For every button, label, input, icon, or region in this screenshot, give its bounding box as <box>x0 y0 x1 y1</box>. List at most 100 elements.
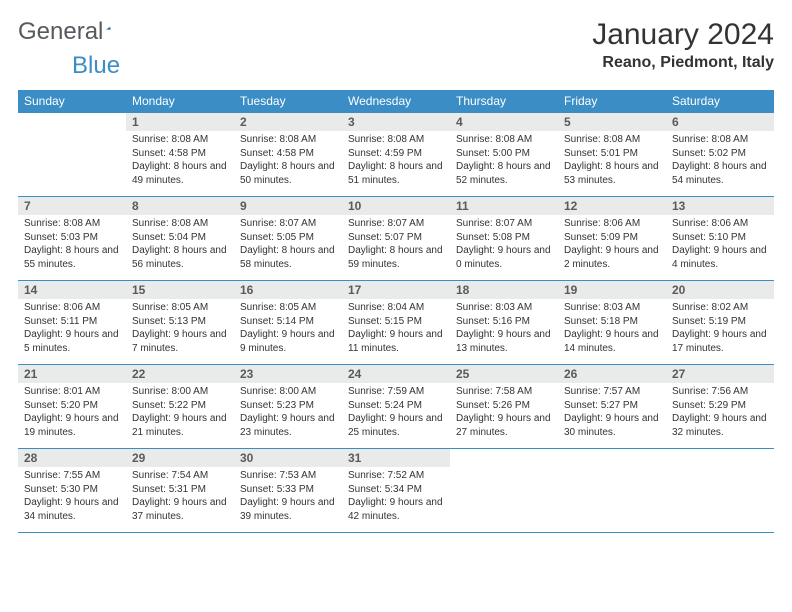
calendar-cell: 9Sunrise: 8:07 AMSunset: 5:05 PMDaylight… <box>234 197 342 281</box>
calendar-cell: 5Sunrise: 8:08 AMSunset: 5:01 PMDaylight… <box>558 113 666 197</box>
calendar-cell: .. <box>450 449 558 533</box>
day-data: Sunrise: 8:08 AMSunset: 4:58 PMDaylight:… <box>126 131 234 189</box>
day-number: 29 <box>126 449 234 467</box>
calendar-cell: 31Sunrise: 7:52 AMSunset: 5:34 PMDayligh… <box>342 449 450 533</box>
calendar-cell: .. <box>666 449 774 533</box>
logo-word1: General <box>18 18 103 46</box>
day-number: 20 <box>666 281 774 299</box>
day-data: Sunrise: 8:03 AMSunset: 5:16 PMDaylight:… <box>450 299 558 357</box>
day-number: 31 <box>342 449 450 467</box>
day-number: 22 <box>126 365 234 383</box>
day-data: Sunrise: 8:05 AMSunset: 5:13 PMDaylight:… <box>126 299 234 357</box>
day-number: 19 <box>558 281 666 299</box>
calendar-cell: 2Sunrise: 8:08 AMSunset: 4:58 PMDaylight… <box>234 113 342 197</box>
location: Reano, Piedmont, Italy <box>592 54 774 72</box>
calendar-cell: 19Sunrise: 8:03 AMSunset: 5:18 PMDayligh… <box>558 281 666 365</box>
month-title: January 2024 <box>592 18 774 52</box>
day-data: Sunrise: 8:08 AMSunset: 5:04 PMDaylight:… <box>126 215 234 273</box>
day-number: 3 <box>342 113 450 131</box>
day-data: Sunrise: 8:00 AMSunset: 5:22 PMDaylight:… <box>126 383 234 441</box>
calendar-row: ..1Sunrise: 8:08 AMSunset: 4:58 PMDaylig… <box>18 113 774 197</box>
calendar-row: 21Sunrise: 8:01 AMSunset: 5:20 PMDayligh… <box>18 365 774 449</box>
day-number: 4 <box>450 113 558 131</box>
day-data: Sunrise: 8:01 AMSunset: 5:20 PMDaylight:… <box>18 383 126 441</box>
day-data: Sunrise: 8:08 AMSunset: 5:00 PMDaylight:… <box>450 131 558 189</box>
day-header: Saturday <box>666 90 774 113</box>
calendar-cell: 8Sunrise: 8:08 AMSunset: 5:04 PMDaylight… <box>126 197 234 281</box>
day-number: 21 <box>18 365 126 383</box>
day-data: Sunrise: 7:54 AMSunset: 5:31 PMDaylight:… <box>126 467 234 525</box>
day-data: Sunrise: 8:05 AMSunset: 5:14 PMDaylight:… <box>234 299 342 357</box>
day-data: Sunrise: 8:02 AMSunset: 5:19 PMDaylight:… <box>666 299 774 357</box>
calendar-cell: 24Sunrise: 7:59 AMSunset: 5:24 PMDayligh… <box>342 365 450 449</box>
day-data: Sunrise: 7:52 AMSunset: 5:34 PMDaylight:… <box>342 467 450 525</box>
day-data: Sunrise: 8:07 AMSunset: 5:05 PMDaylight:… <box>234 215 342 273</box>
day-data: Sunrise: 8:07 AMSunset: 5:07 PMDaylight:… <box>342 215 450 273</box>
calendar-cell: 3Sunrise: 8:08 AMSunset: 4:59 PMDaylight… <box>342 113 450 197</box>
day-number: 27 <box>666 365 774 383</box>
day-number: 24 <box>342 365 450 383</box>
title-block: January 2024 Reano, Piedmont, Italy <box>592 18 774 72</box>
day-number: 18 <box>450 281 558 299</box>
day-number: 25 <box>450 365 558 383</box>
day-number: 10 <box>342 197 450 215</box>
calendar-cell: 17Sunrise: 8:04 AMSunset: 5:15 PMDayligh… <box>342 281 450 365</box>
calendar-cell: .. <box>18 113 126 197</box>
day-data: Sunrise: 8:08 AMSunset: 5:03 PMDaylight:… <box>18 215 126 273</box>
day-number: 5 <box>558 113 666 131</box>
day-number: 2 <box>234 113 342 131</box>
calendar-cell: 10Sunrise: 8:07 AMSunset: 5:07 PMDayligh… <box>342 197 450 281</box>
calendar-cell: 4Sunrise: 8:08 AMSunset: 5:00 PMDaylight… <box>450 113 558 197</box>
day-number: 13 <box>666 197 774 215</box>
day-data: Sunrise: 8:06 AMSunset: 5:10 PMDaylight:… <box>666 215 774 273</box>
calendar-table: Sunday Monday Tuesday Wednesday Thursday… <box>18 90 774 533</box>
day-data: Sunrise: 8:07 AMSunset: 5:08 PMDaylight:… <box>450 215 558 273</box>
day-number: 7 <box>18 197 126 215</box>
day-data: Sunrise: 8:08 AMSunset: 4:58 PMDaylight:… <box>234 131 342 189</box>
day-number: 23 <box>234 365 342 383</box>
calendar-cell: 14Sunrise: 8:06 AMSunset: 5:11 PMDayligh… <box>18 281 126 365</box>
calendar-cell: .. <box>558 449 666 533</box>
day-number: 17 <box>342 281 450 299</box>
calendar-cell: 20Sunrise: 8:02 AMSunset: 5:19 PMDayligh… <box>666 281 774 365</box>
day-number: 28 <box>18 449 126 467</box>
logo: General <box>18 18 132 46</box>
day-data: Sunrise: 8:08 AMSunset: 4:59 PMDaylight:… <box>342 131 450 189</box>
logo-word2: Blue <box>72 52 120 80</box>
day-header: Wednesday <box>342 90 450 113</box>
calendar-cell: 23Sunrise: 8:00 AMSunset: 5:23 PMDayligh… <box>234 365 342 449</box>
calendar-cell: 27Sunrise: 7:56 AMSunset: 5:29 PMDayligh… <box>666 365 774 449</box>
day-data: Sunrise: 7:53 AMSunset: 5:33 PMDaylight:… <box>234 467 342 525</box>
day-header: Thursday <box>450 90 558 113</box>
day-number: 1 <box>126 113 234 131</box>
calendar-cell: 11Sunrise: 8:07 AMSunset: 5:08 PMDayligh… <box>450 197 558 281</box>
day-header: Friday <box>558 90 666 113</box>
calendar-cell: 7Sunrise: 8:08 AMSunset: 5:03 PMDaylight… <box>18 197 126 281</box>
day-data: Sunrise: 8:06 AMSunset: 5:11 PMDaylight:… <box>18 299 126 357</box>
day-data: Sunrise: 8:08 AMSunset: 5:02 PMDaylight:… <box>666 131 774 189</box>
day-header: Tuesday <box>234 90 342 113</box>
day-data: Sunrise: 8:03 AMSunset: 5:18 PMDaylight:… <box>558 299 666 357</box>
calendar-cell: 6Sunrise: 8:08 AMSunset: 5:02 PMDaylight… <box>666 113 774 197</box>
day-header: Monday <box>126 90 234 113</box>
day-number: 8 <box>126 197 234 215</box>
calendar-cell: 21Sunrise: 8:01 AMSunset: 5:20 PMDayligh… <box>18 365 126 449</box>
day-data: Sunrise: 7:55 AMSunset: 5:30 PMDaylight:… <box>18 467 126 525</box>
day-data: Sunrise: 8:00 AMSunset: 5:23 PMDaylight:… <box>234 383 342 441</box>
calendar-cell: 26Sunrise: 7:57 AMSunset: 5:27 PMDayligh… <box>558 365 666 449</box>
calendar-cell: 16Sunrise: 8:05 AMSunset: 5:14 PMDayligh… <box>234 281 342 365</box>
calendar-row: 28Sunrise: 7:55 AMSunset: 5:30 PMDayligh… <box>18 449 774 533</box>
day-number: 26 <box>558 365 666 383</box>
day-data: Sunrise: 8:06 AMSunset: 5:09 PMDaylight:… <box>558 215 666 273</box>
calendar-row: 14Sunrise: 8:06 AMSunset: 5:11 PMDayligh… <box>18 281 774 365</box>
calendar-cell: 18Sunrise: 8:03 AMSunset: 5:16 PMDayligh… <box>450 281 558 365</box>
day-data: Sunrise: 7:59 AMSunset: 5:24 PMDaylight:… <box>342 383 450 441</box>
calendar-cell: 15Sunrise: 8:05 AMSunset: 5:13 PMDayligh… <box>126 281 234 365</box>
day-number: 16 <box>234 281 342 299</box>
day-header: Sunday <box>18 90 126 113</box>
day-number: 12 <box>558 197 666 215</box>
day-number: 11 <box>450 197 558 215</box>
day-number: 9 <box>234 197 342 215</box>
calendar-cell: 22Sunrise: 8:00 AMSunset: 5:22 PMDayligh… <box>126 365 234 449</box>
day-data: Sunrise: 7:58 AMSunset: 5:26 PMDaylight:… <box>450 383 558 441</box>
